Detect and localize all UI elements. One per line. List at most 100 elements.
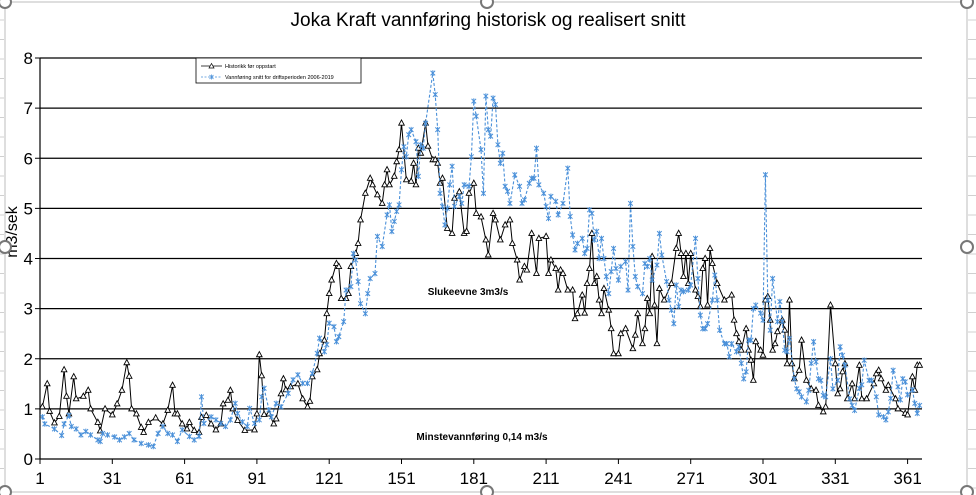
data-point-triangle bbox=[50, 418, 59, 426]
data-point-asterisk bbox=[394, 208, 400, 215]
data-point-asterisk bbox=[304, 380, 311, 387]
resize-handle-icon[interactable] bbox=[0, 0, 12, 9]
data-point-asterisk bbox=[757, 310, 764, 316]
data-point-asterisk bbox=[743, 368, 749, 375]
data-point-asterisk bbox=[261, 385, 267, 392]
data-point-asterisk bbox=[468, 153, 475, 160]
chart-area[interactable] bbox=[4, 1, 968, 493]
data-point-triangle bbox=[152, 413, 160, 421]
data-point-triangle bbox=[672, 244, 680, 251]
data-point-triangle bbox=[366, 174, 374, 181]
data-point-asterisk bbox=[83, 428, 89, 435]
data-point-asterisk bbox=[268, 414, 275, 420]
data-point-asterisk bbox=[673, 282, 679, 288]
data-point-triangle bbox=[851, 394, 859, 402]
data-point-asterisk bbox=[483, 93, 489, 99]
data-point-triangle bbox=[691, 285, 700, 293]
data-point-asterisk bbox=[627, 200, 634, 207]
data-point-triangle bbox=[234, 416, 242, 423]
data-point-asterisk bbox=[902, 379, 908, 385]
data-point-asterisk bbox=[712, 272, 718, 278]
data-point-triangle bbox=[542, 232, 550, 239]
data-point-triangle bbox=[682, 249, 690, 256]
data-point-asterisk bbox=[432, 91, 438, 98]
data-point-asterisk bbox=[724, 340, 730, 347]
resize-handle-icon[interactable] bbox=[960, 485, 974, 495]
data-point-triangle bbox=[557, 265, 565, 273]
x-tick-label: 91 bbox=[247, 469, 266, 488]
data-point-triangle bbox=[381, 180, 389, 188]
data-point-triangle bbox=[532, 269, 541, 276]
data-point-asterisk bbox=[526, 180, 532, 187]
data-point-triangle bbox=[308, 372, 316, 380]
data-point-asterisk bbox=[704, 320, 711, 327]
data-point-asterisk bbox=[309, 370, 315, 377]
data-point-asterisk bbox=[97, 438, 103, 445]
data-point-triangle bbox=[258, 371, 266, 379]
data-point-asterisk bbox=[398, 166, 405, 173]
data-point-triangle bbox=[472, 209, 480, 216]
data-point-asterisk bbox=[786, 335, 793, 342]
resize-handle-icon[interactable] bbox=[0, 240, 12, 254]
data-point-asterisk bbox=[555, 212, 561, 218]
data-point-triangle bbox=[523, 265, 531, 273]
data-point-triangle bbox=[597, 309, 606, 317]
data-point-triangle bbox=[185, 418, 193, 425]
data-point-triangle bbox=[554, 285, 562, 293]
data-point-triangle bbox=[744, 346, 753, 353]
x-tick-label: 211 bbox=[533, 469, 560, 488]
data-point-asterisk bbox=[466, 183, 472, 190]
data-point-triangle bbox=[489, 209, 497, 216]
data-point-triangle bbox=[123, 358, 131, 366]
data-point-triangle bbox=[785, 295, 794, 303]
data-point-asterisk bbox=[459, 200, 465, 207]
data-point-asterisk bbox=[656, 230, 663, 237]
data-point-triangle bbox=[605, 305, 613, 313]
data-point-triangle bbox=[622, 324, 630, 332]
data-point-triangle bbox=[631, 331, 639, 338]
data-point-asterisk bbox=[784, 348, 790, 355]
data-point-asterisk bbox=[916, 402, 923, 409]
data-point-triangle bbox=[241, 426, 249, 433]
data-point-asterisk bbox=[331, 323, 337, 330]
data-point-asterisk bbox=[234, 410, 241, 417]
data-point-asterisk bbox=[321, 348, 328, 355]
data-point-asterisk bbox=[401, 143, 407, 150]
resize-handle-icon[interactable] bbox=[480, 0, 494, 9]
data-point-asterisk bbox=[810, 338, 817, 345]
resize-handle-icon[interactable] bbox=[960, 0, 974, 9]
data-point-triangle bbox=[84, 386, 92, 393]
data-point-triangle bbox=[46, 407, 54, 414]
data-point-triangle bbox=[590, 279, 598, 287]
x-tick-label: 331 bbox=[821, 469, 849, 488]
data-point-asterisk bbox=[66, 412, 72, 419]
data-point-triangle bbox=[303, 402, 312, 410]
data-point-asterisk bbox=[663, 278, 670, 285]
resize-handle-icon[interactable] bbox=[960, 240, 974, 254]
data-point-triangle bbox=[884, 381, 892, 388]
data-point-asterisk bbox=[418, 141, 424, 148]
y-tick-label: 8 bbox=[24, 49, 33, 68]
resize-handle-icon[interactable] bbox=[0, 485, 12, 495]
data-point-triangle bbox=[402, 175, 410, 183]
data-point-triangle bbox=[858, 394, 866, 402]
data-point-asterisk bbox=[365, 290, 371, 297]
data-point-asterisk bbox=[738, 360, 744, 367]
data-point-triangle bbox=[742, 324, 750, 332]
data-point-triangle bbox=[219, 399, 227, 407]
data-point-asterisk bbox=[256, 417, 262, 423]
data-point-triangle bbox=[916, 361, 924, 368]
x-tick-label: 1 bbox=[35, 469, 44, 488]
data-point-triangle bbox=[332, 259, 340, 266]
resize-handle-icon[interactable] bbox=[480, 485, 494, 495]
y-tick-label: 4 bbox=[24, 250, 33, 269]
x-tick-label: 181 bbox=[460, 469, 488, 488]
data-point-triangle bbox=[795, 366, 803, 373]
data-point-asterisk bbox=[567, 213, 573, 220]
data-point-triangle bbox=[484, 250, 492, 258]
data-point-asterisk bbox=[861, 357, 867, 364]
data-point-triangle bbox=[272, 414, 280, 422]
data-point-asterisk bbox=[803, 399, 810, 405]
